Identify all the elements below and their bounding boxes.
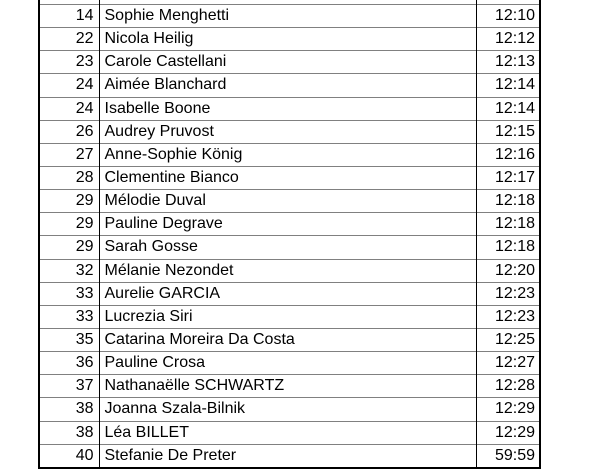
rank-cell: 36 bbox=[39, 351, 99, 375]
name-cell: Joanna Szala-Bilnik bbox=[98, 397, 476, 422]
time-cell: 12:15 bbox=[475, 119, 540, 144]
name-cell: Audrey Pruvost bbox=[98, 119, 476, 144]
name-cell: Pauline Degrave bbox=[98, 212, 476, 236]
table-row: 29 Pauline Degrave 12:18 bbox=[39, 212, 540, 236]
table-row: 23 Carole Castellani 12:13 bbox=[39, 50, 540, 74]
rank-cell: 32 bbox=[39, 258, 99, 283]
rank-cell: 29 bbox=[39, 235, 99, 260]
table-row: 33 Lucrezia Siri 12:23 bbox=[39, 304, 540, 329]
table-row: 22 Nicola Heilig 12:12 bbox=[39, 27, 540, 51]
name-cell: Aurelie GARCIA bbox=[98, 281, 476, 306]
name-cell: Clementine Bianco bbox=[98, 165, 476, 190]
table-row: 29 Sarah Gosse 12:18 bbox=[39, 235, 540, 260]
rank-cell: 27 bbox=[39, 142, 99, 167]
name-cell: Nathanaëlle SCHWARTZ bbox=[98, 374, 476, 398]
time-cell: 12:18 bbox=[475, 189, 540, 213]
time-cell: 12:28 bbox=[475, 374, 540, 398]
table-row: 35 Catarina Moreira Da Costa 12:25 bbox=[39, 327, 540, 352]
results-table: 14 Sophie Menghetti 12:10 22 Nicola Heil… bbox=[38, 0, 541, 469]
table-row: 27 Anne-Sophie König 12:16 bbox=[39, 142, 540, 167]
name-cell-clipped bbox=[98, 0, 476, 5]
rank-cell: 26 bbox=[39, 119, 99, 144]
rank-cell: 28 bbox=[39, 165, 99, 190]
name-cell: Catarina Moreira Da Costa bbox=[98, 327, 476, 352]
name-cell: Sarah Gosse bbox=[98, 235, 476, 260]
time-cell: 12:23 bbox=[475, 304, 540, 329]
name-cell: Aimée Blanchard bbox=[98, 73, 476, 98]
rank-cell: 14 bbox=[39, 3, 99, 28]
name-cell: Stefanie De Preter bbox=[98, 443, 476, 468]
time-cell: 12:27 bbox=[475, 351, 540, 375]
clipped-top-row bbox=[39, 0, 540, 5]
table-row: 24 Isabelle Boone 12:14 bbox=[39, 96, 540, 121]
table-row: 37 Nathanaëlle SCHWARTZ 12:28 bbox=[39, 374, 540, 398]
time-cell: 12:29 bbox=[475, 397, 540, 422]
table-row: 14 Sophie Menghetti 12:10 bbox=[39, 3, 540, 28]
name-cell: Mélodie Duval bbox=[98, 189, 476, 213]
name-cell: Anne-Sophie König bbox=[98, 142, 476, 167]
rank-cell: 29 bbox=[39, 189, 99, 213]
rank-cell: 38 bbox=[39, 397, 99, 422]
table-row: 38 Joanna Szala-Bilnik 12:29 bbox=[39, 397, 540, 422]
rank-cell: 33 bbox=[39, 281, 99, 306]
table-row: 40 Stefanie De Preter 59:59 bbox=[39, 443, 540, 468]
time-cell: 12:14 bbox=[475, 96, 540, 121]
time-cell: 12:14 bbox=[475, 73, 540, 98]
name-cell: Pauline Crosa bbox=[98, 351, 476, 375]
table-row: 29 Mélodie Duval 12:18 bbox=[39, 189, 540, 213]
name-cell: Carole Castellani bbox=[98, 50, 476, 74]
name-cell: Mélanie Nezondet bbox=[98, 258, 476, 283]
time-cell: 12:13 bbox=[475, 50, 540, 74]
name-cell: Léa BILLET bbox=[98, 420, 476, 445]
table-row: 36 Pauline Crosa 12:27 bbox=[39, 351, 540, 375]
name-cell: Nicola Heilig bbox=[98, 27, 476, 51]
time-cell: 12:10 bbox=[475, 3, 540, 28]
name-cell: Isabelle Boone bbox=[98, 96, 476, 121]
name-cell: Sophie Menghetti bbox=[98, 3, 476, 28]
rank-cell: 29 bbox=[39, 212, 99, 236]
table-row: 38 Léa BILLET 12:29 bbox=[39, 420, 540, 445]
rank-cell: 37 bbox=[39, 374, 99, 398]
time-cell: 12:16 bbox=[475, 142, 540, 167]
rank-cell: 38 bbox=[39, 420, 99, 445]
time-cell: 12:18 bbox=[475, 235, 540, 260]
rank-cell: 24 bbox=[39, 96, 99, 121]
results-table-body: 14 Sophie Menghetti 12:10 22 Nicola Heil… bbox=[39, 0, 540, 468]
table-row: 26 Audrey Pruvost 12:15 bbox=[39, 119, 540, 144]
time-cell: 12:17 bbox=[475, 165, 540, 190]
table-row: 28 Clementine Bianco 12:17 bbox=[39, 165, 540, 190]
time-cell: 12:25 bbox=[475, 327, 540, 352]
rank-cell: 40 bbox=[39, 443, 99, 468]
rank-cell: 35 bbox=[39, 327, 99, 352]
time-cell: 12:12 bbox=[475, 27, 540, 51]
table-row: 32 Mélanie Nezondet 12:20 bbox=[39, 258, 540, 283]
time-cell: 59:59 bbox=[475, 443, 540, 468]
rank-cell: 24 bbox=[39, 73, 99, 98]
table-row: 24 Aimée Blanchard 12:14 bbox=[39, 73, 540, 98]
time-cell: 12:18 bbox=[475, 212, 540, 236]
time-cell: 12:29 bbox=[475, 420, 540, 445]
rank-cell: 33 bbox=[39, 304, 99, 329]
rank-cell: 22 bbox=[39, 27, 99, 51]
table-row: 33 Aurelie GARCIA 12:23 bbox=[39, 281, 540, 306]
time-cell-clipped bbox=[475, 0, 540, 5]
rank-cell: 23 bbox=[39, 50, 99, 74]
time-cell: 12:23 bbox=[475, 281, 540, 306]
time-cell: 12:20 bbox=[475, 258, 540, 283]
name-cell: Lucrezia Siri bbox=[98, 304, 476, 329]
